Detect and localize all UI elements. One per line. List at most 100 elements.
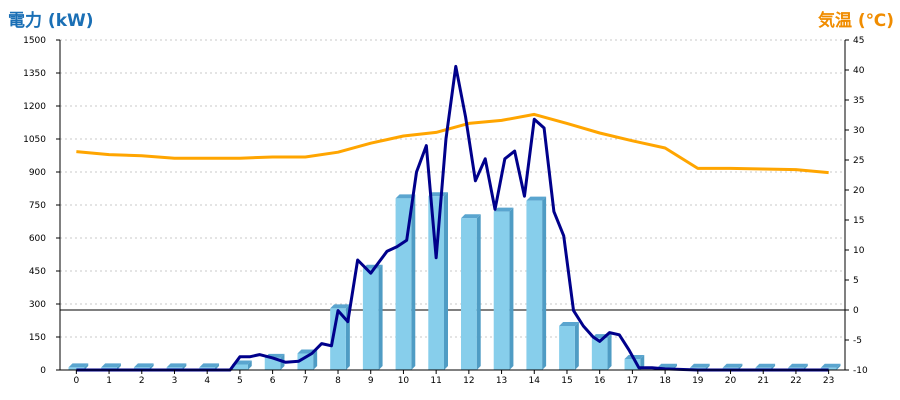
x-tick-label: 8 bbox=[335, 376, 341, 386]
power-bar bbox=[461, 218, 477, 370]
power-bar bbox=[264, 357, 281, 370]
x-tick-label: 2 bbox=[139, 376, 145, 386]
right-tick-label: 20 bbox=[853, 186, 865, 196]
power-bar-top bbox=[461, 214, 481, 219]
power-bar-side bbox=[182, 363, 187, 370]
power-bar bbox=[428, 196, 444, 370]
power-bar-side bbox=[378, 264, 383, 370]
x-tick-label: 22 bbox=[790, 376, 801, 386]
power-bar-top bbox=[526, 196, 547, 201]
power-bar-side bbox=[84, 363, 89, 370]
power-bar-side bbox=[443, 192, 448, 370]
right-tick-label: 25 bbox=[853, 156, 864, 166]
power-bar-top bbox=[755, 363, 776, 368]
power-bar-top bbox=[428, 192, 448, 197]
power-bar-side bbox=[411, 194, 416, 370]
left-tick-label: 450 bbox=[29, 267, 46, 277]
power-bar-side bbox=[313, 349, 318, 370]
power-bar-side bbox=[542, 196, 547, 370]
x-tick-label: 6 bbox=[270, 376, 276, 386]
left-tick-label: 1500 bbox=[23, 36, 46, 46]
right-tick-label: 30 bbox=[853, 126, 865, 136]
power-bar bbox=[493, 211, 510, 370]
power-line bbox=[76, 64, 829, 372]
right-tick-label: 35 bbox=[853, 96, 864, 106]
power-bar bbox=[591, 338, 608, 370]
x-tick-label: 20 bbox=[725, 376, 737, 386]
right-tick-label: 40 bbox=[853, 66, 865, 76]
power-bar bbox=[297, 353, 314, 370]
power-bar-side bbox=[738, 363, 743, 370]
x-tick-label: 10 bbox=[398, 376, 410, 386]
left-tick-label: 1350 bbox=[23, 69, 46, 79]
x-tick-label: 18 bbox=[659, 376, 671, 386]
x-tick-label: 4 bbox=[204, 376, 210, 386]
right-tick-label: -10 bbox=[853, 366, 868, 376]
power-bar-top bbox=[788, 363, 808, 368]
power-bar-side bbox=[116, 363, 121, 370]
left-tick-label: 150 bbox=[29, 333, 46, 343]
power-bar-top bbox=[559, 322, 579, 326]
power-bar-side bbox=[476, 214, 481, 370]
power-bar-side bbox=[607, 334, 612, 370]
power-bar-top bbox=[493, 207, 514, 212]
x-tick-label: 16 bbox=[594, 376, 606, 386]
x-tick-label: 19 bbox=[692, 376, 704, 386]
power-bar-side bbox=[705, 363, 710, 370]
x-tick-label: 17 bbox=[627, 376, 638, 386]
x-tick-label: 0 bbox=[73, 376, 79, 386]
power-bar-top bbox=[166, 363, 187, 368]
power-bar-side bbox=[803, 363, 808, 370]
x-tick-label: 21 bbox=[758, 376, 769, 386]
power-bar-top bbox=[820, 363, 841, 368]
right-tick-label: 10 bbox=[853, 246, 865, 256]
power-bar bbox=[526, 200, 543, 370]
power-bar-top bbox=[395, 194, 416, 199]
right-tick-label: 0 bbox=[853, 306, 859, 316]
power-bar-side bbox=[640, 355, 645, 370]
left-tick-label: 1200 bbox=[23, 102, 46, 112]
x-tick-label: 23 bbox=[823, 376, 834, 386]
power-bar-top bbox=[330, 304, 350, 309]
left-tick-label: 300 bbox=[29, 300, 46, 310]
power-bar-top bbox=[133, 363, 154, 368]
power-bar-top bbox=[68, 363, 89, 368]
power-bar-side bbox=[149, 363, 154, 370]
power-bar bbox=[820, 367, 837, 370]
power-bar-side bbox=[215, 363, 220, 370]
right-tick-label: 5 bbox=[853, 276, 859, 286]
left-tick-label: 900 bbox=[29, 168, 46, 178]
power-bar-top bbox=[657, 363, 677, 368]
power-bar bbox=[624, 359, 641, 370]
power-bar-side bbox=[574, 322, 579, 370]
power-bar bbox=[362, 268, 379, 370]
power-bar bbox=[559, 326, 575, 370]
x-tick-label: 5 bbox=[237, 376, 243, 386]
power-bar bbox=[232, 364, 248, 370]
power-bar-top bbox=[689, 363, 710, 368]
x-tick-label: 12 bbox=[463, 376, 474, 386]
x-tick-label: 14 bbox=[529, 376, 541, 386]
temperature-line bbox=[76, 112, 829, 175]
power-bar-top bbox=[101, 363, 121, 368]
x-tick-label: 3 bbox=[172, 376, 178, 386]
x-tick-label: 15 bbox=[561, 376, 572, 386]
power-axis-title: 電力 (kW) bbox=[8, 11, 94, 31]
right-tick-label: 45 bbox=[853, 36, 864, 46]
x-tick-label: 9 bbox=[368, 376, 374, 386]
left-tick-label: 600 bbox=[29, 234, 46, 244]
left-tick-label: 1050 bbox=[23, 135, 46, 145]
x-tick-label: 11 bbox=[430, 376, 441, 386]
power-bar-side bbox=[771, 363, 776, 370]
power-bar-side bbox=[247, 360, 252, 370]
power-bar-top bbox=[722, 363, 743, 368]
power-bar-side bbox=[836, 363, 841, 370]
left-tick-label: 750 bbox=[29, 201, 46, 211]
right-tick-label: 15 bbox=[853, 216, 864, 226]
power-bar-top bbox=[199, 363, 220, 368]
temperature-axis-title: 気温 (℃) bbox=[817, 11, 894, 31]
right-tick-label: -5 bbox=[853, 336, 862, 346]
x-tick-label: 7 bbox=[302, 376, 308, 386]
